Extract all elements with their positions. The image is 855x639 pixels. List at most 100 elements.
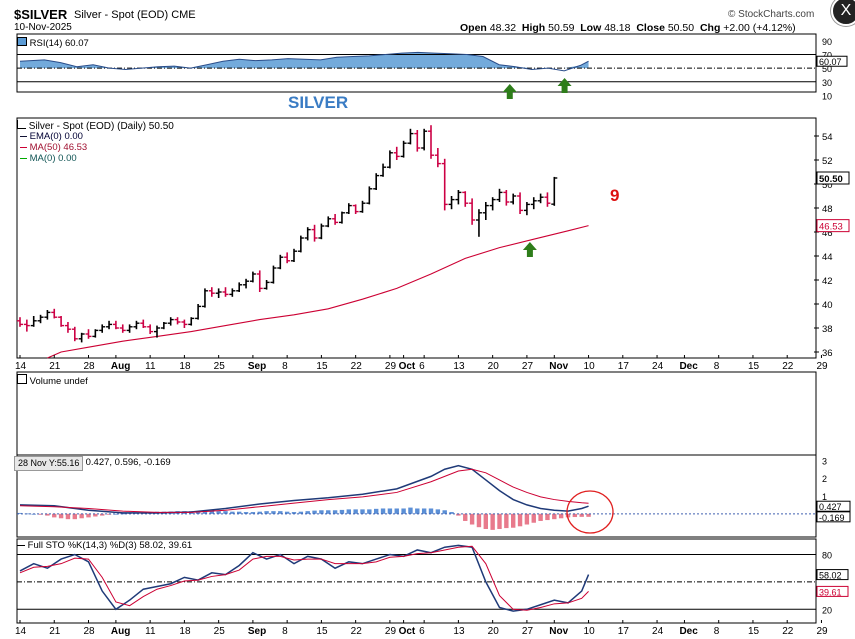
price-bar [318, 223, 325, 240]
price-bar [297, 235, 304, 253]
price-bar [215, 288, 222, 298]
silver-annotation: SILVER [288, 93, 349, 112]
price-bar [352, 204, 359, 214]
open-label: Open [460, 22, 487, 34]
rsi-series-line [19, 51, 589, 72]
macd-histogram-bar [113, 513, 119, 515]
crosshair-tooltip: 28 Nov Y:55.16 [14, 456, 84, 471]
price-bar [523, 202, 530, 216]
close-price-tag-text: 50.50 [819, 174, 843, 185]
x-axis-label: 21 [49, 626, 61, 637]
price-bar [284, 252, 291, 264]
macd-histogram-bar [504, 513, 509, 529]
price-bar [496, 188, 503, 202]
chg-value: +2.00 (+4.12%) [723, 22, 796, 34]
sto-value-tag [816, 585, 849, 597]
macd-histogram-bar [230, 511, 235, 514]
price-bar [517, 192, 524, 214]
price-bar [126, 324, 133, 333]
price-bar [222, 287, 229, 297]
macd-histogram-bar [65, 513, 71, 520]
x-axis-label: 29 [385, 626, 397, 637]
price-bar [407, 128, 414, 145]
low-label: Low [580, 22, 602, 34]
x-axis-label: Sep [248, 626, 266, 637]
price-bar [195, 304, 202, 320]
macd-histogram-bar [209, 511, 214, 514]
x-axis-label: 15 [316, 626, 328, 637]
macd-histogram-bar [552, 513, 557, 520]
x-axis-label: 15 [316, 361, 328, 372]
macd-histogram-bar [387, 508, 393, 514]
macd-histogram-bar [380, 508, 386, 514]
price-bar [359, 200, 366, 213]
macd-histogram-bar [394, 508, 399, 514]
close-button[interactable]: X [831, 0, 855, 26]
x-axis-label: 28 [84, 626, 96, 637]
price-bar [373, 173, 380, 190]
x-axis-label: 22 [782, 626, 794, 637]
legend-ma50-text: MA(50) 46.53 [29, 142, 88, 153]
x-axis-label: 14 [15, 626, 27, 637]
x-axis-label: 22 [351, 626, 363, 637]
x-axis-label: Aug [111, 626, 130, 637]
macd-histogram-bar [449, 512, 454, 514]
price-bar [366, 186, 373, 205]
price-bar [78, 332, 85, 343]
x-axis-label: 15 [748, 361, 760, 372]
x-axis-label: 24 [652, 361, 664, 372]
panel-frame-macd [16, 454, 817, 538]
ma50-line [47, 225, 589, 359]
x-axis-label: 21 [49, 361, 61, 372]
macd-histogram-bar [531, 513, 536, 523]
sto-value-tag-text: 58.02 [819, 571, 842, 581]
chart-description: Silver - Spot (EOD) CME [74, 10, 196, 21]
macd-histogram-bar [100, 513, 105, 516]
macd-histogram-bar [284, 511, 290, 514]
macd-value-tag-text: 0.427 [819, 502, 842, 512]
quote-line: Open 48.32 High 50.59 Low 48.18 Close 50… [460, 23, 796, 34]
macd-axis-label: 1 [822, 492, 827, 502]
sto-k-line [19, 544, 590, 612]
x-axis-label: 24 [652, 626, 664, 637]
macd-histogram-bar [264, 511, 269, 514]
legend-ema: EMA(0) 0.00 [20, 132, 83, 142]
macd-histogram-bar [312, 510, 317, 514]
price-bar [277, 254, 284, 270]
price-axis-label: 50 [822, 180, 833, 191]
price-bar [160, 322, 167, 330]
macd-histogram-bar [538, 513, 543, 521]
x-axis-label: 18 [179, 361, 191, 372]
macd-histogram-bar [52, 513, 57, 518]
price-bar [167, 317, 174, 326]
panel-frame-sto [16, 538, 817, 624]
macd-histogram-bar [401, 508, 406, 514]
price-bar [469, 198, 476, 225]
close-price-tag [816, 171, 850, 185]
exchange-text: CME [171, 9, 196, 21]
price-bar [174, 317, 181, 325]
macd-histogram-bar [497, 513, 502, 529]
macd-highlight-circle [566, 490, 614, 534]
macd-histogram-bar [524, 513, 530, 525]
macd-histogram-bar [476, 513, 482, 528]
rsi-green-arrow-icon [502, 84, 517, 99]
price-bar [414, 130, 421, 152]
macd-histogram-bar [332, 510, 338, 514]
macd-histogram-bar [428, 508, 434, 514]
macd-histogram-bar [565, 513, 571, 518]
price-bar [85, 329, 92, 339]
price-bar [140, 319, 147, 328]
sto-legend: Full STO %K(14,3) %D(3) 58.02, 39.61 [17, 541, 192, 551]
price-bar [441, 158, 448, 211]
green-up-arrow-icon [522, 242, 537, 257]
macd-histogram-bar [586, 513, 591, 517]
price-bar [106, 320, 113, 330]
macd-histogram-bar [72, 513, 77, 520]
macd-histogram-bar [415, 508, 420, 514]
price-bar [462, 191, 469, 207]
price-bar [44, 310, 51, 320]
macd-histogram-bar [319, 510, 324, 514]
rsi-axis-label: 30 [822, 78, 832, 88]
rsi-axis-label: 70 [822, 50, 832, 60]
